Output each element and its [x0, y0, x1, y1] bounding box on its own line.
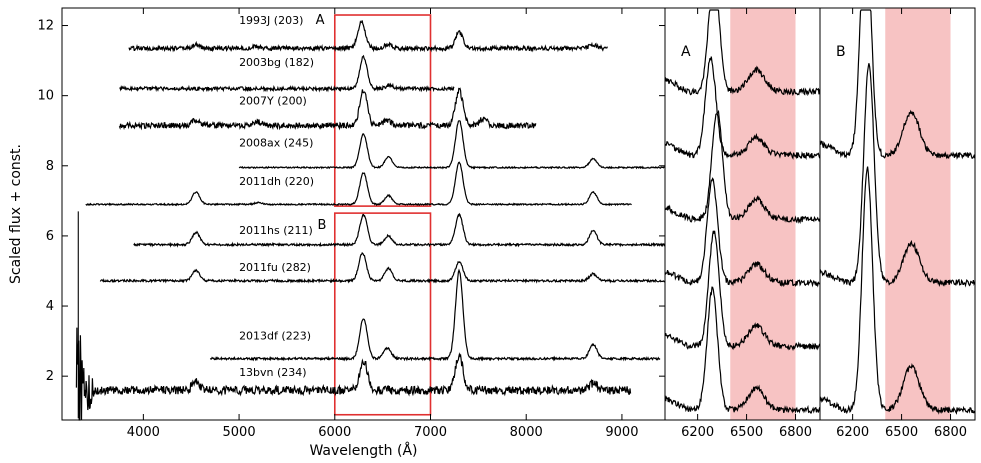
x-tick-label: 8000	[510, 425, 543, 440]
x-tick-label: 6200	[836, 425, 869, 440]
spectrum-line-8	[75, 327, 632, 421]
x-tick-label: 7000	[414, 425, 447, 440]
panel-label: A	[681, 44, 691, 60]
x-tick-label: 6200	[681, 425, 714, 440]
x-tick-label: 6800	[779, 425, 812, 440]
spectrum-label: 2003bg (182)	[239, 56, 314, 69]
spectrum-line-7	[209, 268, 661, 362]
x-tick-label: 6500	[885, 425, 918, 440]
spectrum-label: 2008ax (245)	[239, 137, 313, 150]
x-tick-label: 5000	[223, 425, 256, 440]
zoom-axes-frame	[819, 7, 976, 421]
shaded-region	[730, 8, 796, 420]
y-tick-label: 2	[46, 369, 54, 384]
zoom-spectrum-0	[664, 9, 821, 97]
spectrum-line-4	[85, 161, 632, 207]
zoom-spectrum-2	[664, 109, 821, 225]
y-tick-label: 4	[46, 299, 54, 314]
spectrum-label: 2011fu (282)	[239, 261, 311, 274]
x-tick-label: 6000	[318, 425, 351, 440]
y-tick-label: 8	[46, 159, 54, 174]
x-tick-label: 6800	[934, 425, 967, 440]
spectrum-label: B	[318, 218, 327, 233]
spectrum-label: A	[316, 13, 325, 28]
zoom-spectrum-0	[819, 9, 976, 160]
zoom-spectrum-3	[664, 177, 821, 288]
spectrum-label: 13bvn (234)	[239, 366, 307, 379]
spectrum-label: 2007Y (200)	[239, 94, 307, 107]
x-tick-label: 4000	[127, 425, 160, 440]
y-tick-label: 6	[46, 229, 54, 244]
zoom-spectrum-1	[819, 63, 976, 288]
zoom-spectrum-5	[664, 286, 821, 414]
y-tick-label: 10	[37, 89, 54, 104]
main-panel: 1993J (203) A 2003bg (182) 2007Y (200) 2008a…	[8, 7, 666, 459]
spectrum-line-6	[99, 252, 666, 284]
shaded-region	[885, 8, 951, 420]
region-box-a	[333, 14, 432, 207]
spectrum-line-2	[118, 87, 537, 131]
y-tick-label: 12	[37, 19, 54, 34]
x-tick-label: 6500	[730, 425, 763, 440]
panel-b: 6200 6500 6800 B	[819, 7, 976, 440]
spectrum-line-1	[119, 54, 455, 93]
panel-a: 6200 6500 6800 A	[664, 7, 821, 440]
x-axis-label: Wavelength (Å)	[309, 442, 417, 459]
zoom-spectrum-1	[664, 56, 821, 161]
panel-label: B	[836, 44, 846, 60]
zoom-spectrum-4	[664, 230, 821, 352]
spectrum-label: 2013df (223)	[239, 329, 311, 342]
spectrum-line-5	[133, 212, 666, 248]
x-tick-label: 9000	[605, 425, 638, 440]
spectrum-line-3	[238, 120, 665, 170]
spectrum-line-0	[128, 20, 608, 53]
zoom-spectrum-2	[819, 166, 976, 415]
spectrum-label: 2011hs (211)	[239, 224, 313, 237]
spectrum-label: 1993J (203)	[239, 14, 303, 27]
y-axis-label: Scaled flux + const.	[8, 144, 24, 284]
region-box-b	[333, 212, 432, 416]
spectrum-label: 2011dh (220)	[239, 175, 314, 188]
